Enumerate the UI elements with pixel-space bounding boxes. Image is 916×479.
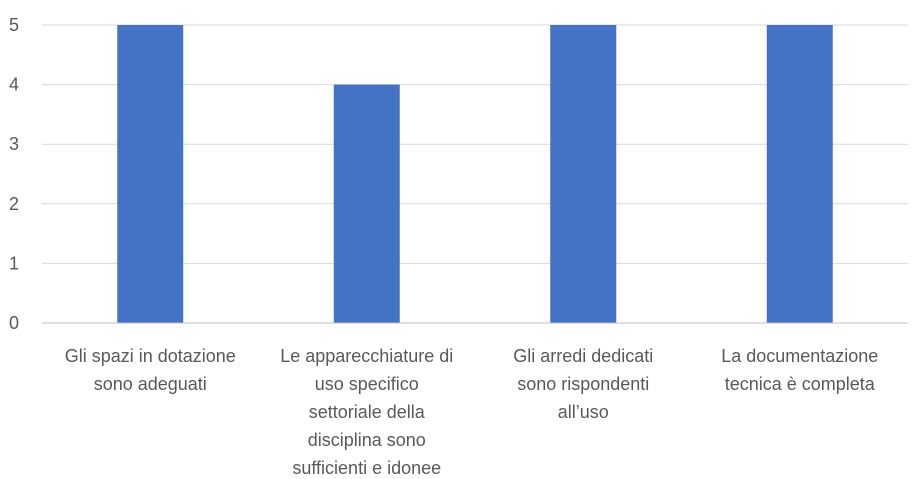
- x-tick-label-line: uso specifico: [315, 374, 419, 394]
- bar: [550, 25, 617, 323]
- y-tick-label: 0: [9, 313, 19, 333]
- x-tick-label: Le apparecchiature di uso specifico settor…: [280, 346, 453, 478]
- x-tick-label-line: La documentazione: [721, 346, 878, 366]
- x-tick-label-line: Gli arredi dedicati: [513, 346, 653, 366]
- x-tick-label-line: Gli spazi in dotazione: [65, 346, 236, 366]
- x-tick-label-line: sono adeguati: [94, 374, 207, 394]
- x-tick-label-line: all’uso: [558, 402, 609, 422]
- x-tick-label: La documentazione tecnica è completa: [721, 346, 878, 394]
- x-tick-label-line: tecnica è completa: [725, 374, 876, 394]
- y-tick-label: 3: [9, 134, 19, 154]
- x-tick-label: Gli arredi dedicati sono rispondenti all’u…: [513, 346, 653, 422]
- gridlines: [42, 24, 908, 264]
- x-tick-label-line: settoriale della: [309, 402, 426, 422]
- y-tick-label: 2: [9, 194, 19, 214]
- x-tick-label-line: Le apparecchiature di: [280, 346, 453, 366]
- x-tick-label: Gli spazi in dotazione sono adeguati: [65, 346, 236, 394]
- y-tick-label: 1: [9, 253, 19, 273]
- y-tick-label: 5: [9, 15, 19, 35]
- x-tick-label-line: disciplina sono: [308, 430, 426, 450]
- bar: [333, 84, 400, 323]
- x-tick-label-line: sufficienti e idonee: [292, 458, 441, 478]
- x-axis-labels: Gli spazi in dotazione sono adeguati Le ap…: [65, 346, 879, 478]
- bar: [766, 25, 833, 323]
- y-axis-ticks: 0 1 2 3 4 5: [9, 15, 19, 333]
- bar: [117, 25, 184, 323]
- bars: [117, 25, 833, 323]
- x-tick-label-line: sono rispondenti: [517, 374, 649, 394]
- y-tick-label: 4: [9, 75, 19, 95]
